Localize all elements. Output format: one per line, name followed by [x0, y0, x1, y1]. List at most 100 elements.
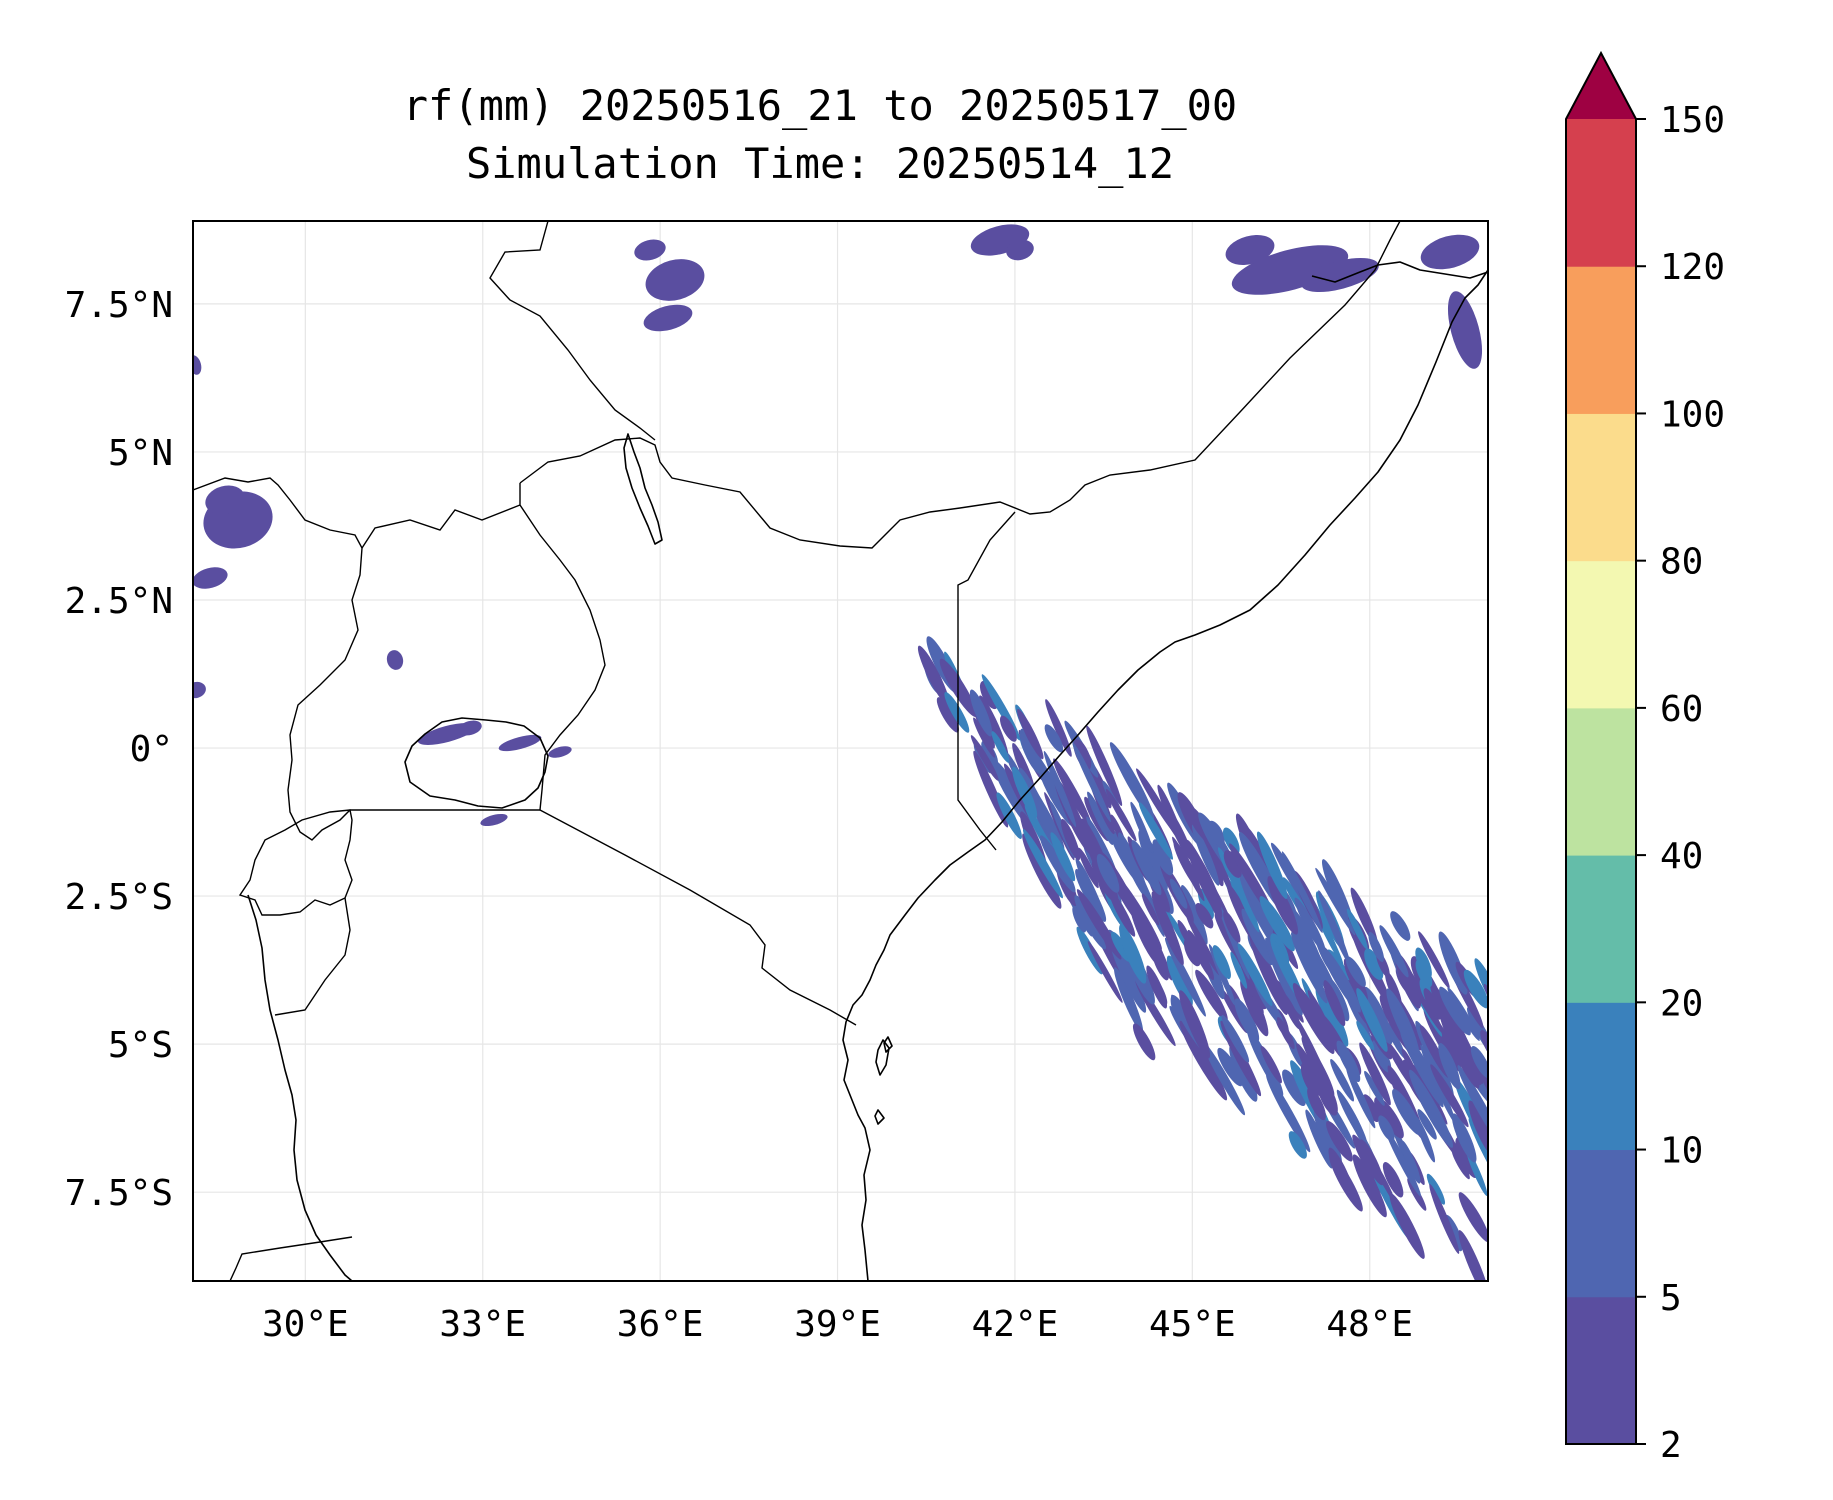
uganda-drc-border	[193, 477, 540, 841]
zambia-border	[229, 1236, 353, 1281]
rain-cell	[1288, 1131, 1307, 1159]
gulf-of-aden-coast	[1311, 261, 1488, 283]
rain-cell	[1086, 725, 1123, 806]
rain-cell	[1130, 801, 1154, 854]
rain-cell	[1138, 802, 1174, 860]
rain-cell	[1368, 932, 1384, 962]
map-panel: 30°E 33°E 36°E 39°E 42°E 45°E 48°E 7.5°N 5°N 2.5…	[65, 220, 1489, 1345]
rain-cell	[1320, 945, 1361, 1013]
rain-cell	[1328, 1147, 1355, 1199]
rain-cell	[1439, 986, 1471, 1036]
lon-tick-label: 48°E	[1326, 1304, 1413, 1345]
rain-cell	[1363, 986, 1393, 1045]
lon-tick-label: 45°E	[1149, 1304, 1236, 1345]
rain-cell	[1468, 1118, 1488, 1179]
rain-cell	[1259, 896, 1295, 952]
rain-cell	[1438, 1008, 1480, 1089]
rain-cell	[992, 759, 1034, 829]
rain-cell	[1249, 934, 1288, 1015]
rain-cell	[1166, 808, 1193, 861]
rain-cell	[1447, 291, 1483, 369]
rainfall-field	[193, 224, 1488, 1281]
rain-cell	[969, 689, 993, 737]
rain-cell	[1281, 851, 1323, 933]
pemba-island	[883, 1036, 893, 1053]
rain-cell	[1141, 893, 1160, 926]
rain-cell	[1207, 820, 1225, 847]
colorbar-extend-arrow	[1566, 53, 1636, 119]
rain-cell	[1359, 1042, 1391, 1106]
lat-tick-label: 5°N	[108, 433, 173, 474]
rain-cell	[1318, 890, 1351, 965]
rain-cell	[1195, 969, 1228, 1022]
coastline	[842, 269, 1488, 1281]
rain-cell	[1359, 1139, 1384, 1186]
rain-cell	[1346, 1067, 1376, 1129]
rain-cell	[1301, 1036, 1335, 1096]
rain-cell	[1352, 1154, 1387, 1218]
rain-cell	[1017, 708, 1044, 760]
rain-cell	[1151, 891, 1184, 966]
rain-cell	[1323, 980, 1346, 1027]
colorbar-tick-label: 5	[1660, 1278, 1682, 1319]
lat-tick-label: 7.5°S	[65, 1173, 173, 1214]
kenya-somalia-border	[957, 511, 1016, 851]
rain-cell	[1220, 1020, 1262, 1097]
rain-cell	[1315, 987, 1349, 1047]
gridlines	[193, 221, 1488, 1281]
rain-cell	[1307, 1087, 1326, 1121]
kenya-tanzania-border	[539, 809, 857, 1026]
rain-cell	[1364, 1070, 1385, 1106]
colorbar-ticks: 2 5 10 20 40 60 80 100 120 150	[1636, 100, 1725, 1466]
rain-cell	[1266, 1074, 1311, 1153]
rain-cell	[458, 720, 482, 736]
rain-cell	[1458, 1230, 1488, 1281]
colorbar-segments	[1566, 119, 1636, 1445]
rain-cell	[1114, 967, 1144, 1033]
rain-cell	[1012, 766, 1038, 819]
rain-cell	[1415, 959, 1433, 988]
rain-cell	[1119, 924, 1147, 984]
rain-cell	[1231, 245, 1349, 295]
rain-cell	[1076, 926, 1103, 975]
rain-cell	[1300, 1062, 1320, 1097]
rain-cell	[1305, 1109, 1333, 1169]
rain-cell	[1179, 1020, 1228, 1101]
rain-cell	[1378, 1115, 1395, 1142]
rain-cell	[917, 645, 950, 707]
rain-cell	[1087, 791, 1114, 846]
lake-victoria	[404, 717, 549, 809]
rain-cell	[1192, 824, 1220, 886]
colorbar-segment	[1566, 1296, 1636, 1445]
colorbar-tick-label: 2	[1660, 1425, 1682, 1466]
colorbar-tick-label: 20	[1660, 983, 1703, 1024]
longitude-ticks: 30°E 33°E 36°E 39°E 42°E 45°E 48°E	[262, 1304, 1413, 1345]
rain-cell	[1457, 1065, 1488, 1146]
colorbar-tick-label: 60	[1660, 689, 1703, 730]
rain-cell	[1336, 1089, 1368, 1145]
rain-cell	[1454, 1022, 1484, 1084]
rain-cell	[1075, 869, 1107, 922]
colorbar-segment	[1566, 266, 1636, 414]
lon-tick-label: 33°E	[439, 1304, 526, 1345]
rain-cell	[1379, 925, 1409, 978]
rain-cell	[1438, 931, 1468, 995]
rain-cell	[1237, 943, 1273, 1006]
rain-cell	[1044, 724, 1064, 753]
lon-tick-label: 36°E	[617, 1304, 704, 1345]
rain-cell	[1389, 1193, 1425, 1259]
geography	[193, 221, 1488, 1281]
rain-cell	[1407, 1178, 1427, 1211]
rain-cell	[1223, 910, 1241, 943]
rain-cell	[1294, 897, 1326, 953]
rain-cell	[1179, 990, 1211, 1059]
rain-cell	[970, 735, 999, 781]
rain-cell	[1384, 1126, 1421, 1197]
kenya-border-north	[519, 221, 1401, 549]
rain-cell	[1376, 1098, 1404, 1139]
rain-cell	[1105, 789, 1137, 842]
rain-cell	[386, 650, 404, 670]
rain-cell	[1356, 988, 1388, 1052]
rain-cell	[1282, 1069, 1306, 1107]
rain-cell	[193, 681, 206, 699]
